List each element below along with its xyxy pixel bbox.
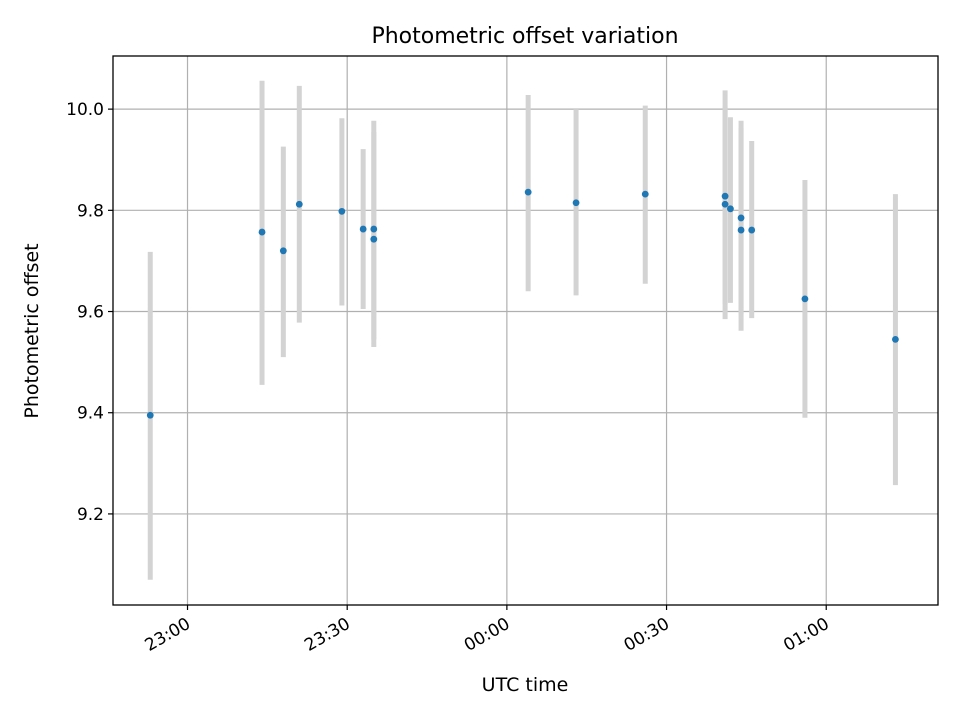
data-point [370,235,378,243]
data-point [737,214,745,222]
data-point [892,335,899,343]
chart-title: Photometric offset variation [371,24,678,49]
data-point [279,247,287,255]
data-point [146,411,154,419]
y-tick-label: 9.8 [77,201,104,221]
data-point [748,226,756,234]
y-tick-label: 9.4 [77,404,104,424]
y-axis-label: Photometric offset [21,243,43,418]
data-point [727,205,734,213]
data-point [258,228,266,236]
data-point [370,225,378,233]
data-point [721,192,729,200]
data-point [641,190,649,198]
x-axis-label: UTC time [482,674,569,696]
data-point [737,226,745,234]
data-point [721,200,729,208]
y-tick-label: 9.6 [77,303,104,323]
data-point [359,225,367,233]
data-point [338,207,346,215]
data-point [801,295,809,303]
plot-frame [112,55,939,606]
data-point [572,199,580,207]
grid [113,56,938,605]
y-tick-label: 10.0 [66,100,104,120]
data-point [524,188,532,196]
y-tick-label: 9.2 [77,505,104,525]
data-points [146,188,899,419]
data-point [295,200,303,208]
